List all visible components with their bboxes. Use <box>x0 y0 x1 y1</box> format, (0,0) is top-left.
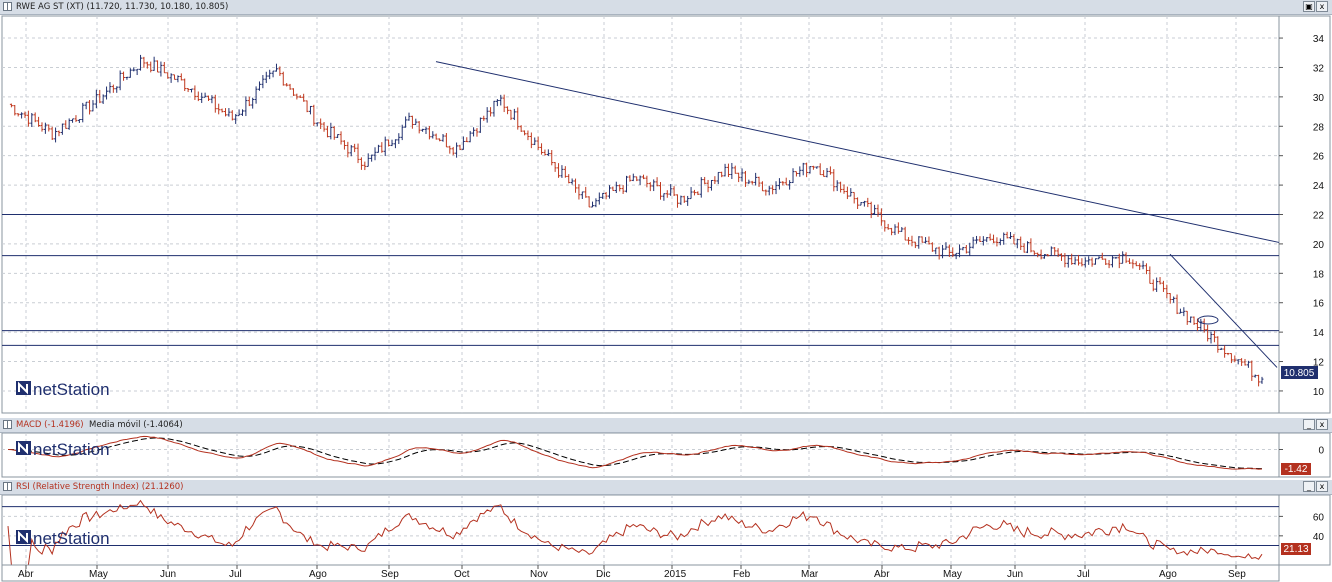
price-grid <box>2 16 1279 413</box>
minimize-button[interactable]: _ <box>1303 481 1315 492</box>
price-y-axis: 10 12 14 16 18 20 22 24 26 28 30 32 34 <box>1279 34 1324 398</box>
rsi-panel-header: RSI (Relative Strength Index) (21.1260) … <box>0 480 1332 495</box>
restore-button[interactable]: ▣ <box>1303 1 1315 12</box>
price-marker-ellipse <box>1197 315 1219 325</box>
macd-line <box>7 435 1263 470</box>
price-trendline <box>435 61 1280 243</box>
rsi-lines <box>7 499 1263 566</box>
price-last-badge <box>1281 366 1318 379</box>
price-ytick-label: 26 <box>1313 152 1325 163</box>
close-button[interactable]: x <box>1316 481 1328 492</box>
close-button[interactable]: x <box>1316 1 1328 12</box>
minimize-button[interactable]: _ <box>1303 419 1315 430</box>
x-tick-label: Feb <box>733 569 751 580</box>
rsi-y-axis: 40 60 <box>1279 512 1325 543</box>
price-ytick-label: 12 <box>1313 358 1325 369</box>
rsi-last-label: 21.13 <box>1283 544 1308 555</box>
x-tick-label: Sep <box>1228 569 1246 580</box>
price-panel-header: RWE AG ST (XT) (11.720, 11.730, 10.180, … <box>0 0 1332 15</box>
rsi-grid <box>2 495 1279 565</box>
rsi-panel-title: RSI (Relative Strength Index) (21.1260) <box>16 482 184 492</box>
macd-series-label: MACD (-1.4196) <box>16 420 84 430</box>
rsi-plot-area <box>1 494 1280 566</box>
panel-icon[interactable] <box>3 482 12 491</box>
x-tick-label: Abr <box>18 569 34 580</box>
x-tick-label: Jul <box>1077 569 1090 580</box>
x-tick-label: Mar <box>801 569 819 580</box>
x-tick-label: Oct <box>454 569 470 580</box>
signal-series-label: Media móvil (-1.4064) <box>89 420 183 430</box>
x-tick-label: Jun <box>1007 569 1023 580</box>
price-panel-title: RWE AG ST (XT) (11.720, 11.730, 10.180, … <box>16 2 229 12</box>
price-ytick-label: 34 <box>1313 34 1325 45</box>
price-trendline <box>1169 253 1278 368</box>
x-tick-label: Ago <box>309 569 327 580</box>
x-tick-label: Ago <box>1159 569 1177 580</box>
macd-last-badge <box>1281 463 1311 475</box>
price-ytick-label: 10 <box>1313 387 1325 398</box>
watermark-macd: netStation <box>33 440 110 459</box>
watermark-price: netStation <box>33 380 110 399</box>
x-tick-label: Nov <box>530 569 548 580</box>
price-ytick-label: 32 <box>1313 63 1325 74</box>
rsi-ytick-label: 60 <box>1313 512 1325 523</box>
price-ytick-label: 24 <box>1313 181 1325 192</box>
macd-panel-header: MACD (-1.4196) Media móvil (-1.4064) _ x <box>0 418 1332 433</box>
x-tick-label: 2015 <box>664 569 687 580</box>
price-ytick-label: 18 <box>1313 269 1325 280</box>
netstation-logo-macd: netStation <box>16 440 110 459</box>
price-ytick-label: 20 <box>1313 240 1325 251</box>
x-axis: Abr May Jun Jul Ago Sep Oct Nov Dic 2015 Feb Mar Abr… <box>18 565 1246 580</box>
macd-last-label: -1.42 <box>1285 464 1308 475</box>
price-ytick-label: 30 <box>1313 93 1325 104</box>
rsi-last-badge <box>1281 543 1311 555</box>
x-tick-label: Jul <box>229 569 242 580</box>
x-axis-area <box>1 564 1280 582</box>
rsi-line <box>7 499 1263 566</box>
x-tick-label: Abr <box>874 569 890 580</box>
price-ytick-label: 14 <box>1313 328 1325 339</box>
x-tick-label: May <box>943 569 962 580</box>
price-trendlines <box>435 61 1280 368</box>
macd-plot-area <box>1 432 1280 478</box>
price-ytick-label: 28 <box>1313 122 1325 133</box>
price-ytick-label: 22 <box>1313 211 1325 222</box>
watermark-rsi: netStation <box>33 529 110 548</box>
panel-icon[interactable] <box>3 2 12 11</box>
macd-lines <box>7 435 1263 470</box>
panel-icon[interactable] <box>3 420 12 429</box>
netstation-logo-rsi: netStation <box>16 529 110 548</box>
macd-y-axis: 0 <box>1279 446 1324 457</box>
x-tick-label: Jun <box>160 569 176 580</box>
netstation-logo-price: netStation <box>16 380 110 399</box>
price-bars <box>9 54 1264 387</box>
price-levels <box>2 214 1279 346</box>
close-button[interactable]: x <box>1316 419 1328 430</box>
x-tick-label: May <box>89 569 108 580</box>
x-tick-label: Sep <box>381 569 399 580</box>
rsi-ytick-label: 40 <box>1313 532 1325 543</box>
price-last-label: 10.805 <box>1284 368 1315 379</box>
x-tick-label: Dic <box>596 569 610 580</box>
macd-panel-title: MACD (-1.4196) Media móvil (-1.4064) <box>16 419 183 431</box>
price-axis-area <box>1278 15 1331 414</box>
macd-ytick-label: 0 <box>1318 446 1324 457</box>
price-ytick-label: 16 <box>1313 299 1325 310</box>
